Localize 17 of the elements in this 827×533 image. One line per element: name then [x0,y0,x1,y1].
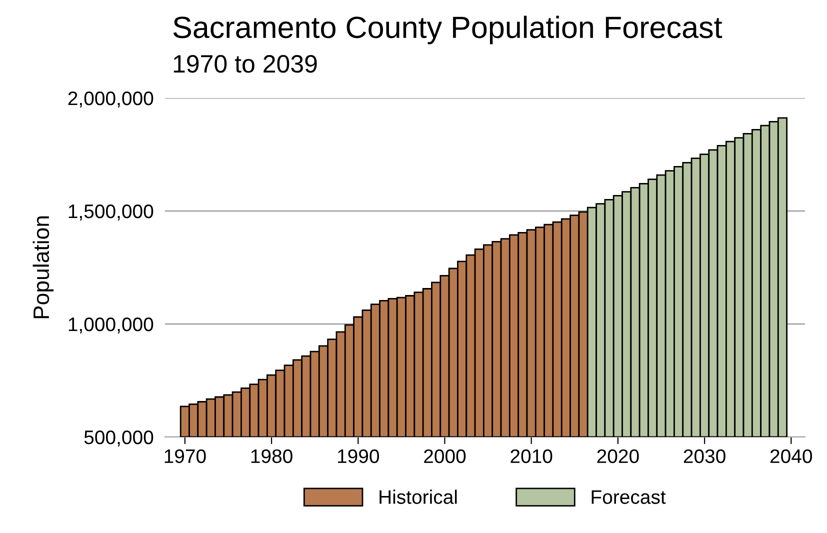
y-tick-label: 1,000,000 [68,317,154,334]
legend-label: Forecast [592,490,666,504]
y-axis-title: Population [32,216,54,318]
x-tick-label: 1970 [164,449,206,464]
x-tick-label: 1990 [338,449,379,464]
chart-subtitle: 1970 to 2039 [174,55,317,73]
x-tick-label: 2020 [597,449,639,464]
x-tick-label: 2000 [424,449,466,464]
x-tick-label: 2030 [684,449,726,464]
y-tick-label: 2,000,000 [68,91,154,108]
x-tick-label: 1980 [251,449,292,464]
legend-label: Historical [380,490,457,504]
x-tick-label: 2010 [510,449,552,464]
x-tick-label: 2040 [770,449,812,464]
y-tick-label: 1,500,000 [68,204,154,221]
chart-title: Sacramento County Population Forecast [173,16,722,44]
y-tick-label: 500,000 [84,430,154,447]
